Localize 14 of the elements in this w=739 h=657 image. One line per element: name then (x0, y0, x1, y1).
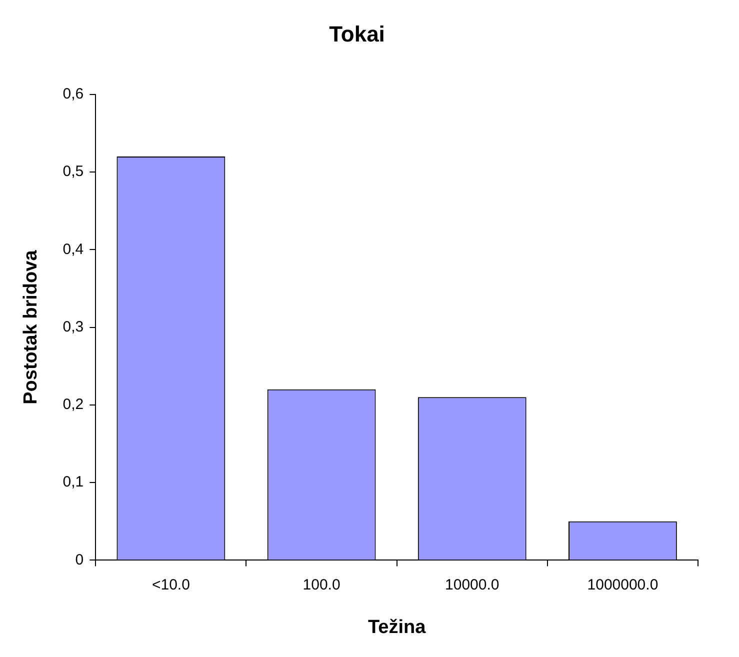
x-tick-label: <10.0 (152, 576, 190, 594)
y-tick-label: 0,6 (62, 86, 84, 103)
x-tick-label: 100.0 (302, 576, 340, 594)
x-tick-label: 1000000.0 (587, 576, 658, 594)
x-axis-title: Težina (368, 616, 426, 638)
x-tick-label: 10000.0 (445, 576, 500, 594)
y-tick-label: 0 (75, 551, 84, 568)
y-tick-label: 0,4 (62, 240, 84, 258)
y-tick-label: 0,2 (62, 396, 84, 414)
chart-title: Tokai (329, 21, 385, 46)
y-tick-label: 0,3 (62, 318, 84, 336)
y-axis-title: Postotak bridova (20, 250, 42, 404)
y-tick-label: 0,5 (62, 163, 84, 180)
y-tick-label: 0,1 (62, 474, 84, 491)
